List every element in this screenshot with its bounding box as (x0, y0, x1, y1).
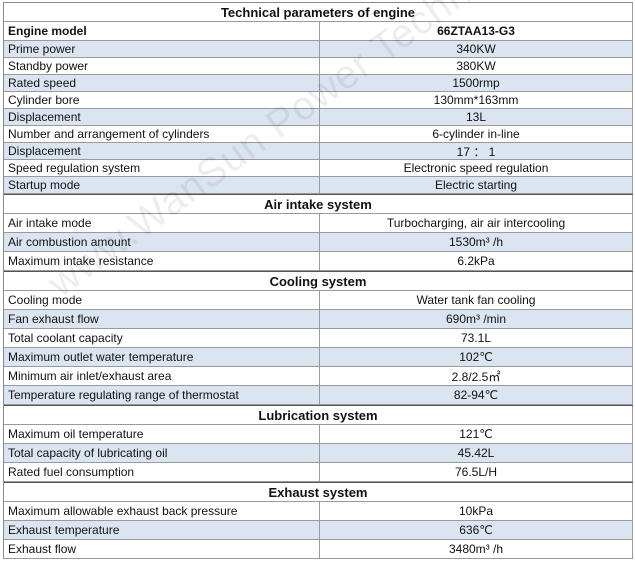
engine-model-label: Engine model (4, 22, 320, 40)
param-value: 82-94℃ (320, 386, 633, 404)
parameters-table: Technical parameters of engine Engine mo… (3, 2, 633, 559)
param-label: Exhaust temperature (4, 521, 320, 539)
section-heading-row: Air intake system (4, 194, 633, 214)
param-label: Minimum air inlet/exhaust area (4, 367, 320, 385)
table-row: Startup mode Electric starting (4, 177, 633, 194)
section-heading-row: Lubrication system (4, 405, 633, 425)
param-value: 6-cylinder in-line (320, 126, 633, 142)
param-label: Maximum intake resistance (4, 252, 320, 270)
param-label: Speed regulation system (4, 160, 320, 176)
param-label: Maximum oil temperature (4, 425, 320, 443)
section-heading-row: Cooling system (4, 271, 633, 291)
table-row: Maximum allowable exhaust back pressure 1… (4, 502, 633, 521)
param-label: Cylinder bore (4, 92, 320, 108)
param-value: 17 ： 1 (320, 143, 633, 159)
section-heading: Exhaust system (4, 483, 633, 501)
param-label: Displacement (4, 143, 320, 159)
table-row: Minimum air inlet/exhaust area 2.8/2.5㎡ (4, 367, 633, 386)
param-label: Rated speed (4, 75, 320, 91)
param-value: 10kPa (320, 502, 633, 520)
table-row: Prime power 340KW (4, 41, 633, 58)
param-label: Air combustion amount (4, 233, 320, 251)
table-row: Speed regulation system Electronic speed … (4, 160, 633, 177)
table-row: Air intake mode Turbocharging, air air in… (4, 214, 633, 233)
param-value: 690m³ /min (320, 310, 633, 328)
param-value: 2.8/2.5㎡ (320, 367, 633, 385)
param-value: 45.42L (320, 444, 633, 462)
param-label: Cooling mode (4, 291, 320, 309)
table-row: Temperature regulating range of thermost… (4, 386, 633, 405)
param-value: 121℃ (320, 425, 633, 443)
table-row: Standby power 380KW (4, 58, 633, 75)
param-value: Turbocharging, air air intercooling (320, 214, 633, 232)
param-value: 13L (320, 109, 633, 125)
param-value: 636℃ (320, 521, 633, 539)
table-title: Technical parameters of engine (4, 3, 633, 21)
table-row: Exhaust temperature 636℃ (4, 521, 633, 540)
param-value: 102℃ (320, 348, 633, 366)
table-row: Rated speed 1500rmp (4, 75, 633, 92)
param-label: Standby power (4, 58, 320, 74)
param-value: 130mm*163mm (320, 92, 633, 108)
table-row: Fan exhaust flow 690m³ /min (4, 310, 633, 329)
table-row: Total coolant capacity 73.1L (4, 329, 633, 348)
param-label: Startup mode (4, 177, 320, 193)
param-label: Total coolant capacity (4, 329, 320, 347)
param-value: 6.2kPa (320, 252, 633, 270)
param-label: Air intake mode (4, 214, 320, 232)
table-row: Cylinder bore 130mm*163mm (4, 92, 633, 109)
engine-model-value: 66ZTAA13-G3 (320, 22, 633, 40)
param-label: Prime power (4, 41, 320, 57)
table-sections: Prime power 340KW Standby power 380KW Rated … (4, 41, 633, 559)
table-title-row: Technical parameters of engine (4, 3, 633, 22)
table-row: Maximum outlet water temperature 102℃ (4, 348, 633, 367)
table-row: Exhaust flow 3480m³ /h (4, 540, 633, 559)
param-label: Rated fuel consumption (4, 463, 320, 481)
param-value: 380KW (320, 58, 633, 74)
param-label: Maximum outlet water temperature (4, 348, 320, 366)
param-label: Exhaust flow (4, 540, 320, 558)
param-value: Water tank fan cooling (320, 291, 633, 309)
section-heading: Cooling system (4, 272, 633, 290)
param-value: 1530m³ /h (320, 233, 633, 251)
table-row: Number and arrangement of cylinders 6-cyl… (4, 126, 633, 143)
table-row: Maximum intake resistance 6.2kPa (4, 252, 633, 271)
param-value: 1500rmp (320, 75, 633, 91)
table-row: Air combustion amount 1530m³ /h (4, 233, 633, 252)
param-label: Number and arrangement of cylinders (4, 126, 320, 142)
table-row: Total capacity of lubricating oil 45.42L (4, 444, 633, 463)
table-row: Displacement 13L (4, 109, 633, 126)
param-label: Maximum allowable exhaust back pressure (4, 502, 320, 520)
param-label: Total capacity of lubricating oil (4, 444, 320, 462)
table-row: Cooling mode Water tank fan cooling (4, 291, 633, 310)
param-value: Electronic speed regulation (320, 160, 633, 176)
table-row: Maximum oil temperature 121℃ (4, 425, 633, 444)
section-heading: Air intake system (4, 195, 633, 213)
table-row: Displacement 17 ： 1 (4, 143, 633, 160)
param-label: Temperature regulating range of thermost… (4, 386, 320, 404)
param-value: Electric starting (320, 177, 633, 193)
param-value: 340KW (320, 41, 633, 57)
section-heading: Lubrication system (4, 406, 633, 424)
param-value: 76.5L/H (320, 463, 633, 481)
param-value: 3480m³ /h (320, 540, 633, 558)
table-row: Rated fuel consumption 76.5L/H (4, 463, 633, 482)
section-heading-row: Exhaust system (4, 482, 633, 502)
param-label: Fan exhaust flow (4, 310, 320, 328)
param-label: Displacement (4, 109, 320, 125)
engine-model-row: Engine model 66ZTAA13-G3 (4, 22, 633, 41)
param-value: 73.1L (320, 329, 633, 347)
